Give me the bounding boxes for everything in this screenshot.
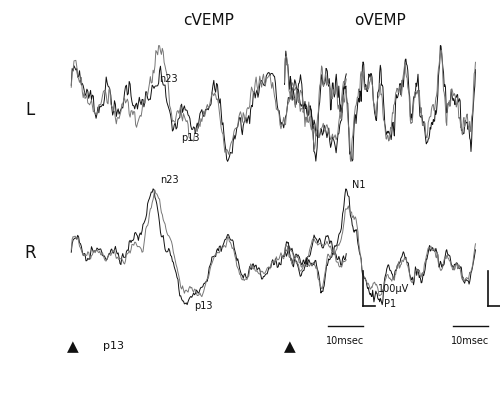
Text: ▲: ▲ bbox=[66, 339, 78, 354]
Text: L: L bbox=[26, 101, 35, 119]
Text: p13: p13 bbox=[102, 341, 124, 351]
Text: R: R bbox=[24, 244, 36, 262]
Text: P1: P1 bbox=[384, 299, 396, 309]
Text: 10msec: 10msec bbox=[451, 336, 489, 346]
Text: n23: n23 bbox=[160, 74, 178, 84]
Text: ▲: ▲ bbox=[284, 339, 296, 354]
Text: cVEMP: cVEMP bbox=[184, 13, 234, 28]
Text: p13: p13 bbox=[182, 133, 200, 143]
Text: 100μV: 100μV bbox=[378, 283, 409, 294]
Text: N1: N1 bbox=[352, 180, 365, 190]
Text: 10msec: 10msec bbox=[326, 336, 364, 346]
Text: n23: n23 bbox=[160, 175, 179, 185]
Text: oVEMP: oVEMP bbox=[354, 13, 406, 28]
Text: p13: p13 bbox=[194, 301, 213, 311]
